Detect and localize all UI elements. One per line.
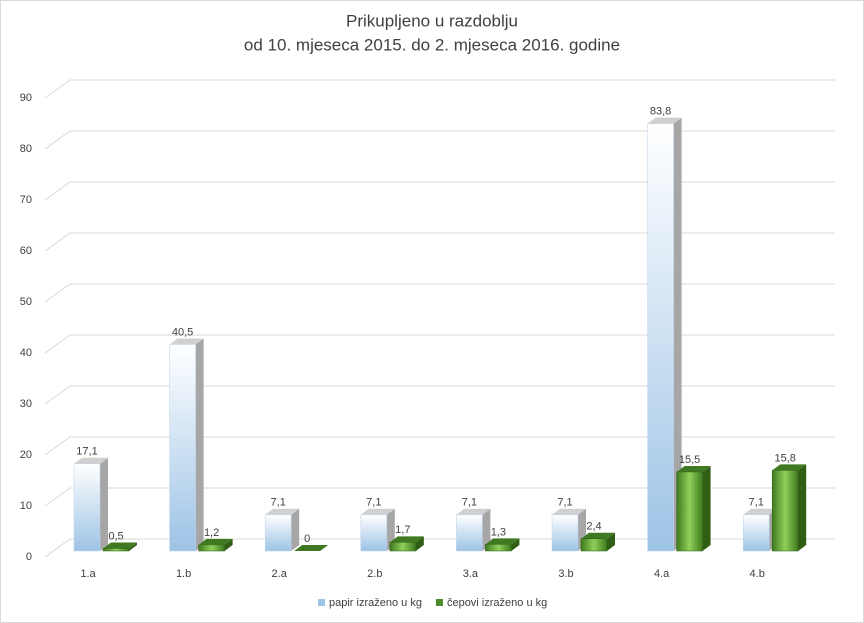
value-label: 0 [304, 533, 310, 545]
value-label: 7,1 [557, 497, 572, 509]
x-tick-label: 2.b [367, 568, 382, 580]
value-label: 0,5 [108, 530, 123, 542]
y-tick-label: 80 [20, 143, 32, 155]
bar-side [511, 538, 520, 551]
bar-top [772, 464, 807, 471]
y-tick-label: 70 [20, 194, 32, 206]
y-tick-label: 60 [20, 245, 32, 257]
grid-line [44, 436, 835, 456]
x-tick-label: 1.a [80, 568, 96, 580]
y-tick-label: 40 [20, 347, 32, 359]
bar-top [389, 536, 424, 543]
x-tick-label: 1.b [176, 568, 191, 580]
grid-line [44, 283, 835, 303]
value-label: 2,4 [586, 521, 601, 533]
grid-line [44, 130, 835, 150]
x-tick-label: 2.a [272, 568, 288, 580]
chart-title: Prikupljeno u razdoblju [346, 11, 518, 30]
grid-line [44, 79, 835, 99]
bar [647, 123, 674, 552]
y-tick-label: 0 [26, 551, 32, 563]
bar-top [294, 545, 329, 551]
value-label: 7,1 [366, 497, 381, 509]
bar [73, 463, 101, 552]
bar [360, 514, 388, 552]
bar-top [743, 508, 778, 515]
x-tick-label: 4.a [654, 568, 670, 580]
bar-top [647, 117, 682, 124]
bar-top [581, 532, 615, 539]
y-tick-label: 20 [20, 449, 32, 461]
y-tick-label: 90 [20, 92, 32, 104]
bar-top [74, 457, 108, 464]
bar [169, 344, 196, 552]
y-tick-label: 30 [20, 398, 32, 410]
value-label: 1,2 [204, 527, 219, 539]
bar-top [198, 538, 233, 545]
value-label: 1,7 [395, 524, 410, 536]
bar [551, 514, 579, 552]
x-tick-label: 3.a [463, 568, 479, 580]
grid-line [44, 334, 835, 354]
x-tick-label: 3.b [558, 568, 573, 580]
value-label: 7,1 [271, 497, 286, 509]
bar [102, 548, 130, 552]
bar-top [676, 465, 711, 472]
y-tick-label: 10 [20, 500, 32, 512]
bar-side [482, 508, 491, 551]
bar-top [265, 508, 300, 515]
bar-side [607, 532, 615, 551]
bar-top [103, 542, 137, 549]
bar [456, 514, 483, 552]
bar [198, 544, 225, 552]
grid-line [44, 385, 835, 405]
bar-side [291, 508, 300, 551]
bar-top [552, 508, 586, 515]
bar [742, 514, 770, 552]
legend-swatch [435, 599, 443, 606]
legend-swatch [318, 599, 325, 606]
value-label: 15,5 [679, 454, 700, 466]
value-label: 7,1 [462, 497, 477, 509]
x-tick-label: 4.b [750, 568, 765, 580]
bar [676, 471, 703, 552]
bar-side [100, 457, 108, 551]
bar [389, 542, 417, 552]
grid-line [44, 181, 835, 201]
bar-side [195, 338, 204, 551]
bar-side [798, 464, 807, 551]
bar [580, 538, 608, 552]
value-label: 17,1 [76, 446, 97, 458]
value-label: 7,1 [749, 497, 764, 509]
chart-subtitle: od 10. mjeseca 2015. do 2. mjeseca 2016.… [244, 35, 620, 54]
grid-line [44, 487, 835, 507]
bar [485, 544, 512, 552]
grid-line [44, 232, 835, 252]
bar [771, 470, 799, 552]
legend-label: čepovi izraženo u kg [447, 597, 547, 609]
bar-side [702, 465, 711, 551]
bar-top [360, 508, 395, 515]
y-tick-label: 50 [20, 296, 32, 308]
bar-top [456, 508, 491, 515]
legend-label: papir izraženo u kg [329, 597, 422, 609]
bar-side [673, 117, 682, 552]
bar-side [129, 542, 137, 551]
bar-side [415, 536, 424, 551]
bar-top [485, 538, 520, 545]
bar-side [224, 538, 233, 551]
value-label: 1,3 [491, 526, 506, 538]
value-label: 15,8 [774, 452, 795, 464]
bar-top [169, 338, 204, 345]
value-label: 40,5 [172, 326, 193, 338]
bar [264, 514, 292, 552]
value-label: 83,8 [650, 106, 671, 118]
